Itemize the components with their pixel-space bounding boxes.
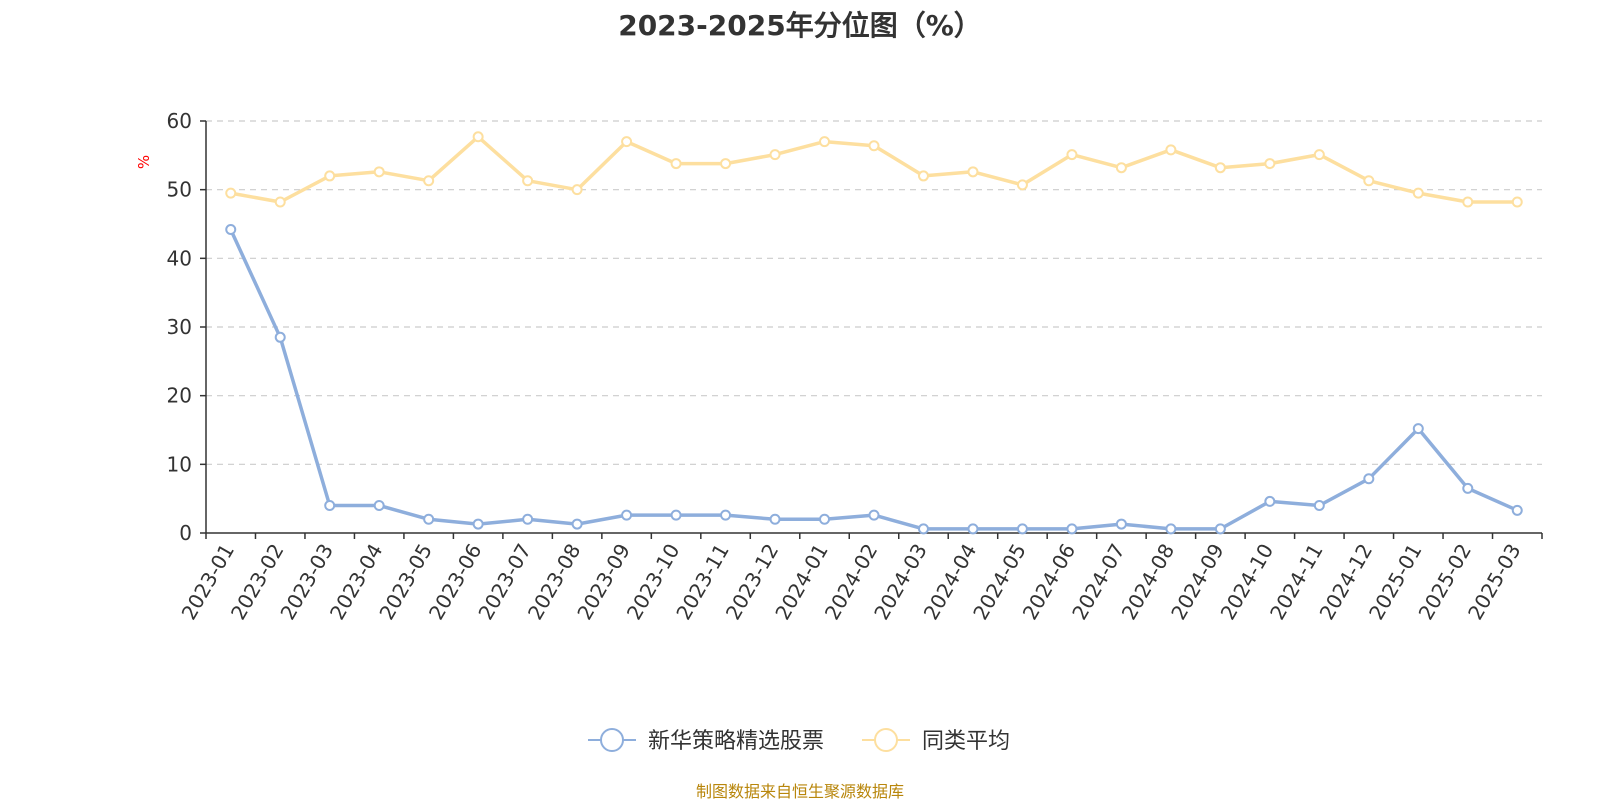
data-point <box>1511 504 1523 516</box>
data-point <box>373 500 385 512</box>
data-point <box>1313 149 1325 161</box>
chart-title: 2023-2025年分位图（%） <box>618 9 982 42</box>
data-point <box>472 518 484 530</box>
y-tick-label: 40 <box>167 246 192 270</box>
data-point <box>670 509 682 521</box>
legend-marker <box>874 728 898 752</box>
data-point <box>423 175 435 187</box>
legend-label: 同类平均 <box>922 729 1010 754</box>
data-point <box>1115 518 1127 530</box>
data-point <box>621 509 633 521</box>
y-tick-label: 10 <box>167 452 192 476</box>
data-point <box>1363 473 1375 485</box>
data-point <box>324 170 336 182</box>
data-point <box>868 140 880 152</box>
data-point <box>1264 495 1276 507</box>
data-point <box>670 158 682 170</box>
data-point <box>571 184 583 196</box>
data-point <box>720 158 732 170</box>
data-point <box>1313 500 1325 512</box>
data-point <box>917 523 929 535</box>
y-tick-label: 50 <box>167 178 192 202</box>
data-point <box>1115 162 1127 174</box>
data-point <box>819 513 831 525</box>
axes: 01020304050602023-012023-022023-032023-0… <box>167 109 1543 624</box>
data-point <box>1165 144 1177 156</box>
data-point <box>1462 482 1474 494</box>
series-layer <box>225 131 1523 535</box>
source-note: 制图数据来自恒生聚源数据库 <box>695 782 904 801</box>
y-tick-label: 60 <box>167 109 192 133</box>
data-point <box>967 166 979 178</box>
data-point <box>769 513 781 525</box>
data-point <box>819 136 831 148</box>
grid-lines <box>206 120 1542 465</box>
data-point <box>1016 179 1028 191</box>
data-point <box>522 175 534 187</box>
data-point <box>720 509 732 521</box>
data-point <box>423 513 435 525</box>
data-point <box>571 518 583 530</box>
data-point <box>917 170 929 182</box>
legend-marker <box>600 728 624 752</box>
data-point <box>225 223 237 235</box>
legend-label: 新华策略精选股票 <box>648 729 824 754</box>
y-axis-label: % <box>135 155 153 169</box>
data-point <box>1462 196 1474 208</box>
data-point <box>1066 523 1078 535</box>
data-point <box>1511 196 1523 208</box>
data-point <box>1264 158 1276 170</box>
y-tick-label: 0 <box>179 521 192 545</box>
data-point <box>621 136 633 148</box>
y-tick-label: 20 <box>167 384 192 408</box>
legend: 新华策略精选股票 同类平均 <box>588 728 1010 754</box>
data-point <box>769 149 781 161</box>
data-point <box>274 331 286 343</box>
series-line-0 <box>229 228 1519 531</box>
data-point <box>373 166 385 178</box>
data-point <box>868 509 880 521</box>
data-point <box>967 523 979 535</box>
y-tick-label: 30 <box>167 315 192 339</box>
data-point <box>1214 162 1226 174</box>
data-point <box>1412 187 1424 199</box>
data-point <box>1412 423 1424 435</box>
data-point <box>1016 523 1028 535</box>
data-point <box>225 187 237 199</box>
data-point <box>522 513 534 525</box>
data-point <box>472 131 484 143</box>
data-point <box>1214 523 1226 535</box>
data-point <box>274 196 286 208</box>
data-point <box>1363 175 1375 187</box>
data-point <box>1066 149 1078 161</box>
data-point <box>324 500 336 512</box>
data-point <box>1165 523 1177 535</box>
